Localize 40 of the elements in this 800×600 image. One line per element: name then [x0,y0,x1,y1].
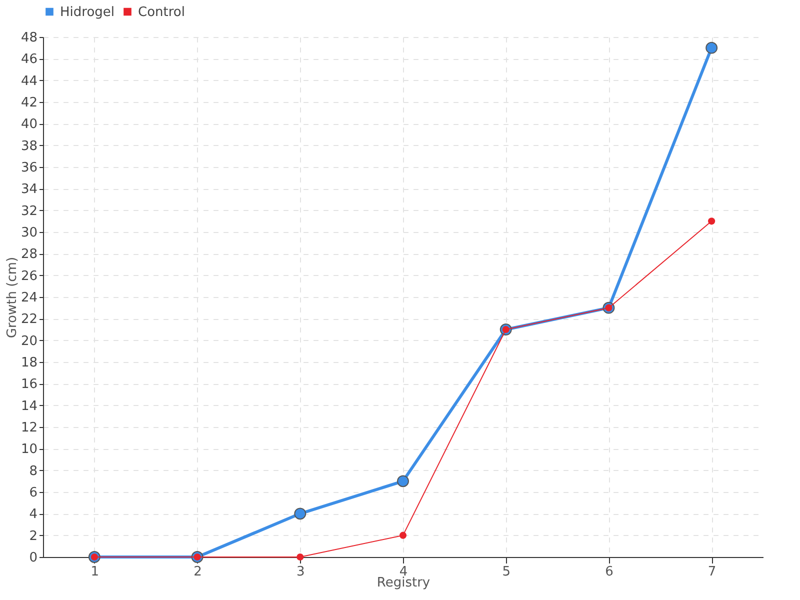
y-tick-label: 40 [20,117,38,132]
y-tick-label: 6 [29,486,38,500]
y-tick-label: 2 [29,528,38,544]
y-axis-title: Growth (cm) [4,256,20,338]
y-tick-label: 22 [20,312,38,328]
y-tick-label: 30 [20,226,38,240]
x-tick-label: 5 [502,564,510,580]
y-tick-label: 46 [20,52,38,68]
x-tick-label: 7 [708,564,716,580]
y-tick-label: 10 [20,442,38,458]
x-tick-label: 1 [90,564,100,580]
y-tick-label: 34 [20,182,38,198]
legend-label: Hidrogel [60,4,115,20]
y-tick-label: 44 [20,74,38,89]
point [294,508,306,520]
point [399,532,407,539]
y-tick-label: 8 [29,464,38,479]
x-tick-label: 6 [605,564,614,580]
y-tick-label: 42 [20,96,38,110]
point [706,42,718,54]
y-tick-label: 36 [20,160,38,176]
y-tick-label: 20 [20,334,38,349]
x-tick-label: 2 [194,564,202,580]
y-tick-label: 4 [29,507,38,522]
y-tick-label: 32 [20,204,38,219]
point [296,553,304,561]
y-tick-label: 24 [20,290,38,306]
point [397,475,409,488]
y-tick-label: 28 [20,247,38,262]
y-tick-label: 48 [20,30,38,46]
point [708,218,716,225]
y-tick-label: 18 [20,356,38,370]
y-tick-label: 12 [20,420,38,436]
legend-label: Control [138,4,185,20]
y-tick-label: 26 [20,268,38,284]
y-tick-label: 38 [20,138,38,154]
x-tick-label: 3 [296,564,305,580]
y-tick-label: 16 [20,377,38,392]
y-tick-label: 14 [20,398,38,414]
y-tick-label: 0 [29,550,38,566]
